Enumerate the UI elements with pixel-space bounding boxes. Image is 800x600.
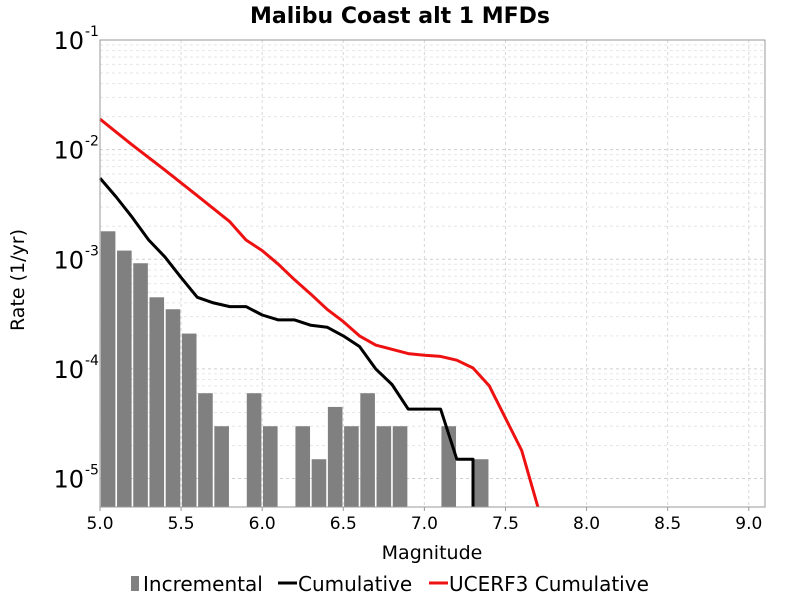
incremental-bar [181, 333, 197, 507]
x-tick-label: 6.0 [249, 514, 276, 534]
incremental-bar [473, 459, 489, 507]
y-tick-label: 10 -2 [53, 134, 99, 165]
incremental-bar [133, 263, 148, 507]
x-tick-label: 5.0 [86, 514, 113, 534]
y-tick-base: 10 [53, 246, 84, 274]
incremental-bar [149, 297, 165, 507]
y-axis-ticks: 10-110-210-310-410-5 [53, 24, 99, 494]
x-axis-label: Magnitude [382, 542, 483, 564]
incremental-bar [344, 426, 359, 507]
y-tick-exponent: -4 [85, 353, 99, 369]
cumulative-lines [98, 117, 540, 508]
y-tick-label: 10 -1 [53, 24, 99, 55]
legend: Incremental Cumulative UCERF3 Cumulative [131, 572, 649, 596]
y-tick-label: 10 -4 [53, 353, 99, 384]
legend-label-incremental: Incremental [143, 572, 263, 596]
x-tick-label: 6.5 [330, 514, 357, 534]
incremental-bar [360, 393, 375, 507]
chart-title: Malibu Coast alt 1 MFDs [250, 4, 550, 29]
legend-label-cumulative: Cumulative [298, 572, 412, 596]
x-tick-label: 7.5 [492, 514, 519, 534]
incremental-bar [198, 393, 213, 507]
incremental-bar [376, 426, 392, 507]
incremental-bar [100, 231, 116, 507]
incremental-bar [246, 393, 262, 507]
y-tick-exponent: -1 [85, 24, 99, 40]
incremental-bar [214, 426, 229, 507]
x-tick-label: 7.0 [411, 514, 438, 534]
x-tick-label: 8.5 [654, 514, 681, 534]
y-tick-label: 10 -5 [53, 463, 99, 494]
y-tick-base: 10 [53, 356, 84, 384]
incremental-bar [311, 459, 327, 507]
plot-frame [99, 39, 766, 508]
incremental-bar [327, 406, 343, 507]
ucerf3-cumulative-line [99, 117, 540, 508]
legend-label-ucerf3: UCERF3 Cumulative [449, 572, 649, 596]
incremental-bar [263, 426, 278, 507]
x-tick-label: 9.0 [735, 514, 762, 534]
legend-swatch-incremental [131, 576, 139, 591]
incremental-bars [100, 231, 489, 508]
y-tick-base: 10 [53, 27, 84, 55]
x-tick-label: 8.0 [573, 514, 600, 534]
incremental-bar [165, 309, 181, 507]
y-tick-exponent: -3 [85, 243, 99, 259]
y-tick-exponent: -2 [85, 134, 99, 150]
incremental-bar [117, 250, 132, 508]
x-tick-label: 5.5 [168, 514, 195, 534]
y-tick-base: 10 [53, 137, 84, 165]
y-tick-exponent: -5 [85, 463, 99, 479]
incremental-bar [295, 426, 311, 507]
cumulative-line [98, 177, 475, 507]
y-tick-base: 10 [53, 466, 84, 494]
y-tick-label: 10 -3 [53, 243, 99, 274]
incremental-bar [392, 426, 408, 507]
x-axis-ticks: 5.0 5.5 6.0 6.5 7.0 7.5 8.0 8.5 9.0 [86, 507, 762, 534]
y-axis-label: Rate (1/yr) [7, 229, 29, 331]
